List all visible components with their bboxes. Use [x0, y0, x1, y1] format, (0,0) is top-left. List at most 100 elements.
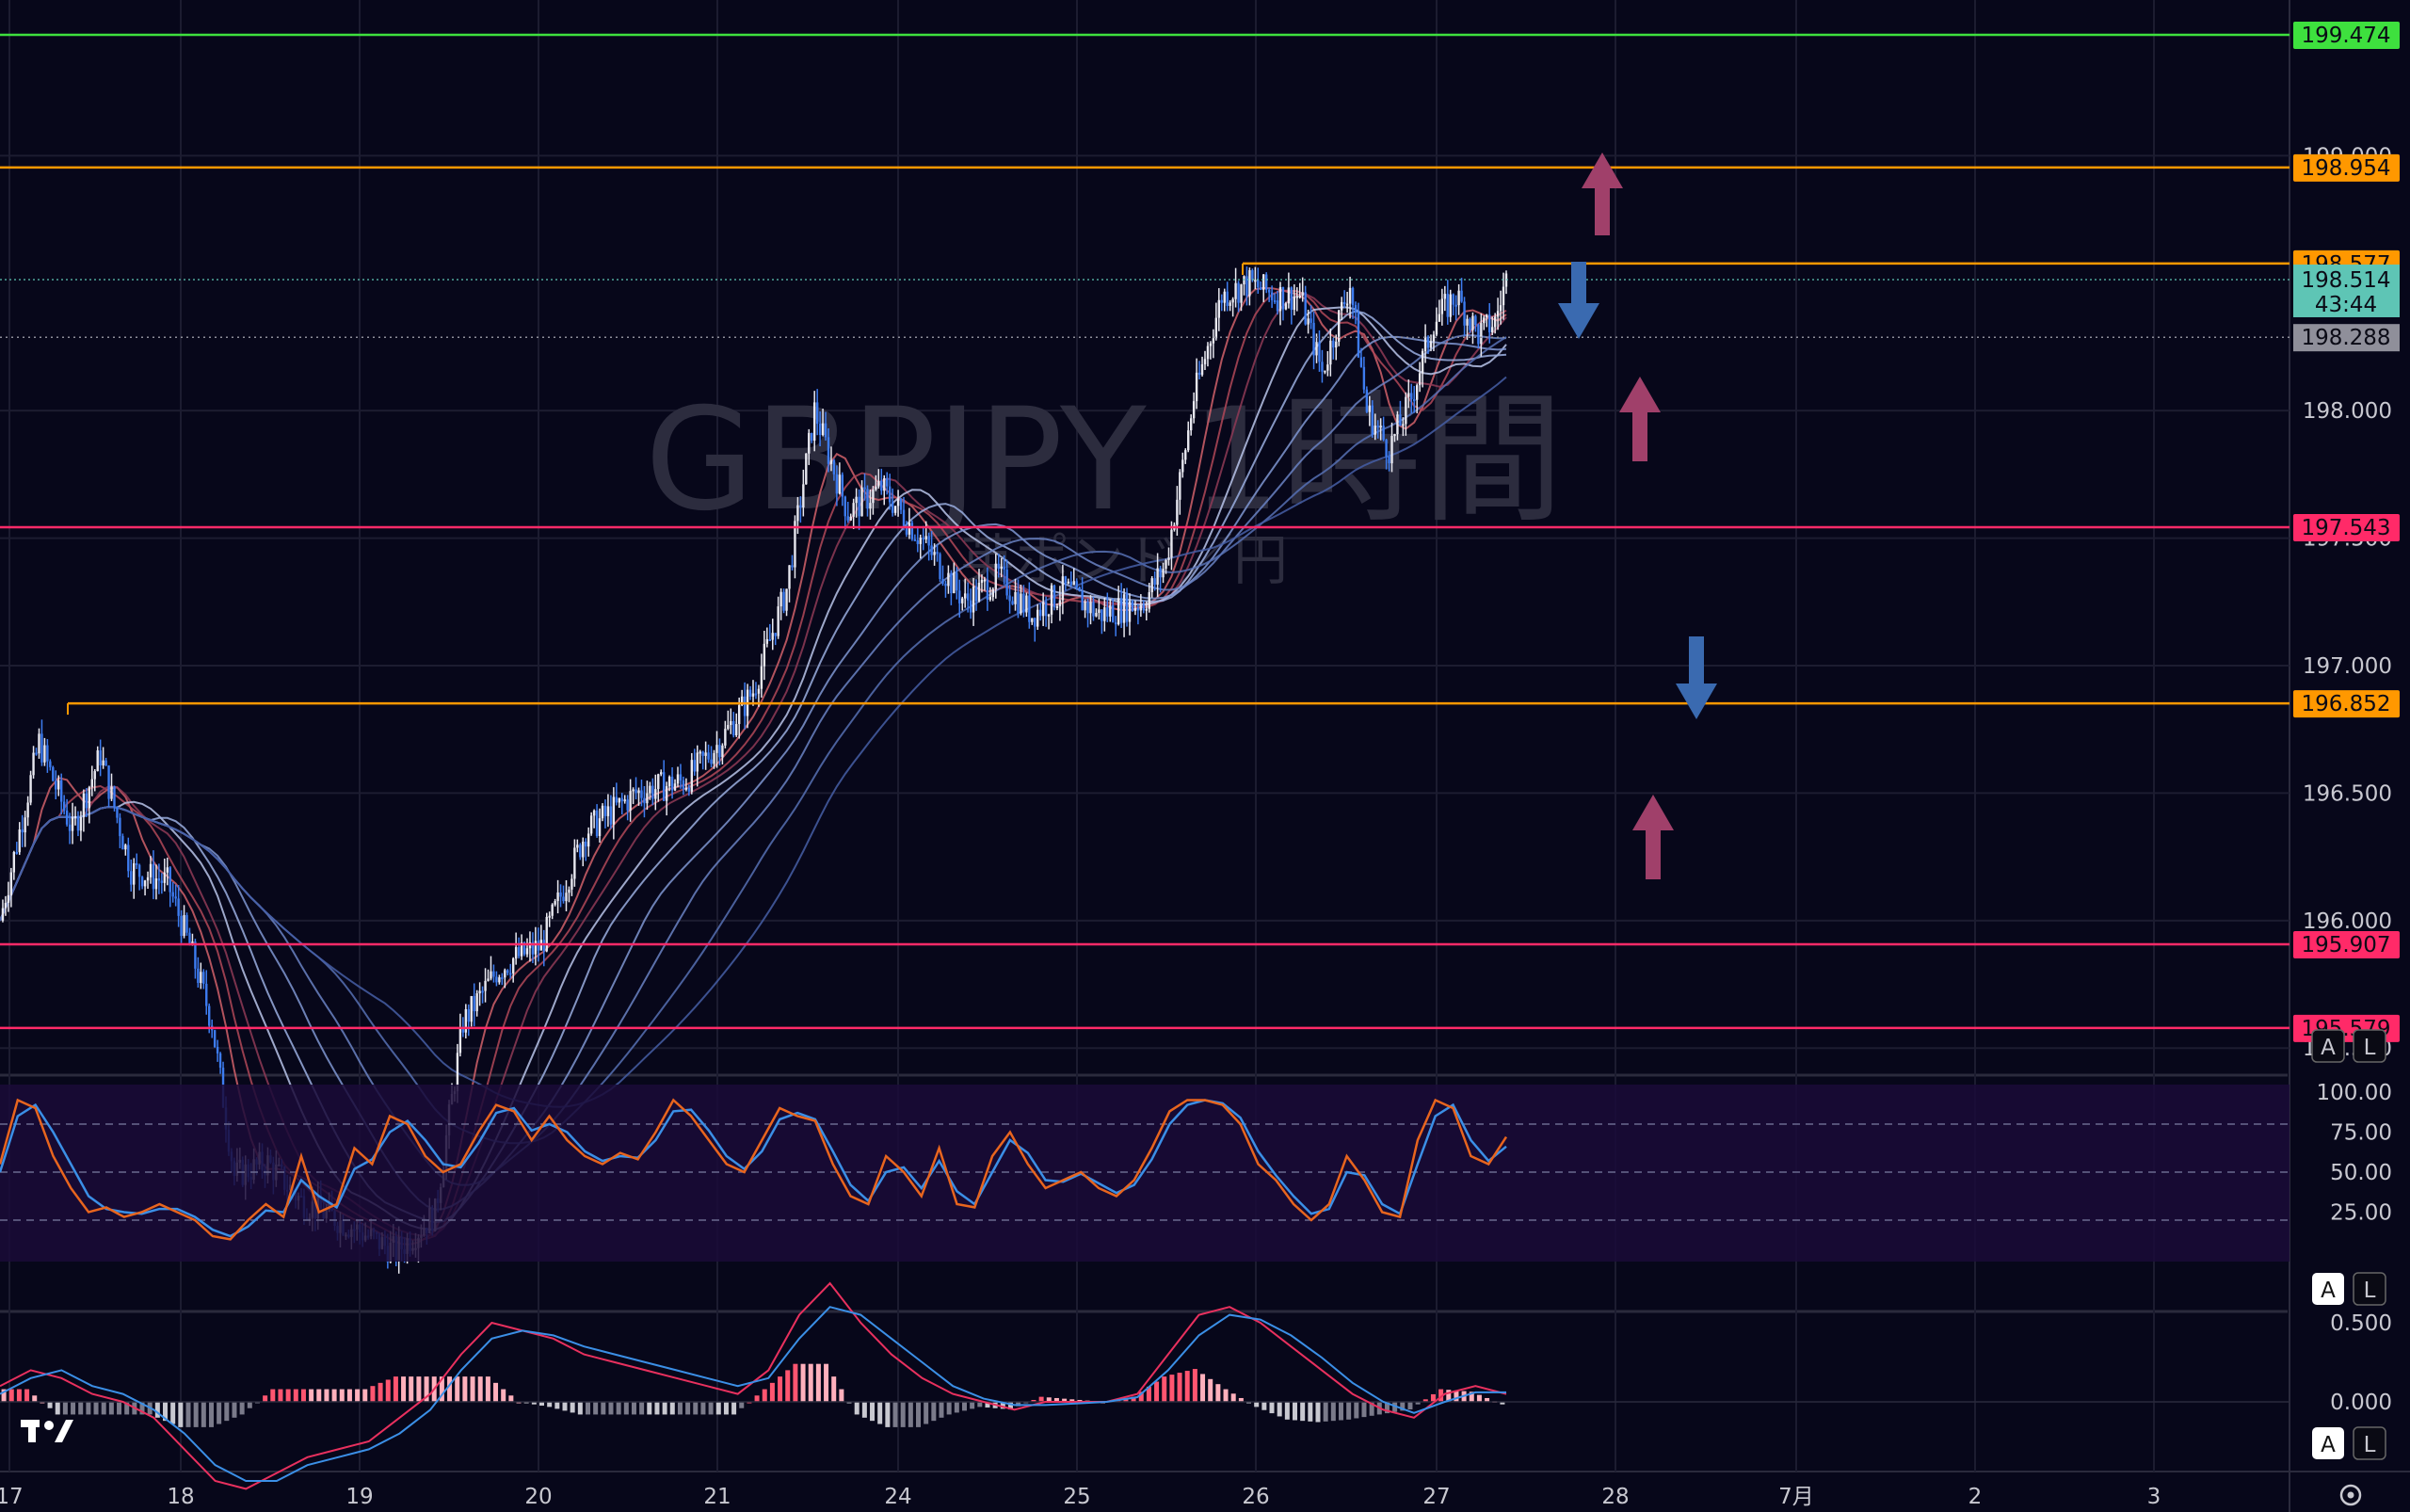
candle-body: [537, 941, 540, 951]
candle-body: [626, 799, 629, 811]
time-tick-label: 21: [703, 1485, 731, 1509]
candle-body: [49, 761, 52, 767]
macd-auto-button[interactable]: A: [2312, 1427, 2344, 1459]
macd-histogram-bar: [585, 1402, 590, 1415]
ma-line: [0, 293, 1507, 1237]
candle-body: [1463, 301, 1466, 326]
candle-body: [913, 539, 917, 541]
macd-histogram-bar: [1131, 1396, 1136, 1402]
candle-body: [808, 432, 811, 454]
tradingview-logo[interactable]: [21, 1420, 73, 1442]
macd-histogram-bar: [1346, 1402, 1352, 1420]
gear-icon[interactable]: [2339, 1484, 2362, 1506]
macd-histogram-bar: [331, 1389, 337, 1402]
logo-slash: [55, 1420, 73, 1442]
macd-histogram-bar: [1369, 1402, 1374, 1416]
candle-body: [38, 733, 40, 754]
candle-body: [997, 563, 1000, 570]
candle-body: [958, 590, 961, 603]
auto-scale-button[interactable]: A: [2311, 1029, 2345, 1063]
arrow-down-icon[interactable]: [1558, 262, 1599, 339]
macd-histogram-bar: [1407, 1402, 1413, 1410]
candle-body: [701, 751, 704, 756]
macd-histogram-bar: [539, 1402, 545, 1407]
macd-histogram-bar: [815, 1363, 821, 1402]
macd-histogram-bar: [1284, 1402, 1290, 1420]
gear-ring: [2339, 1484, 2362, 1506]
macd-histogram-bar: [785, 1370, 791, 1402]
macd-histogram-bar: [239, 1402, 245, 1415]
ma-line: [0, 310, 1507, 1224]
candle-body: [1390, 436, 1393, 464]
candle-body: [1293, 296, 1296, 311]
candle-body: [1438, 314, 1441, 322]
arrow-down-icon[interactable]: [1676, 636, 1717, 719]
candle-body: [936, 552, 939, 555]
candle-body: [902, 509, 906, 526]
macd-histogram-bar: [1007, 1402, 1013, 1410]
candle-body: [511, 958, 515, 973]
candle-body: [525, 948, 529, 955]
macd-histogram-bar: [193, 1402, 199, 1427]
candle-body: [799, 505, 802, 508]
log-scale-button[interactable]: L: [2353, 1029, 2386, 1063]
candle-body: [1267, 289, 1271, 293]
candle-body: [1290, 287, 1293, 311]
candle-body: [1315, 342, 1318, 356]
candle-body: [1488, 314, 1491, 332]
candle-body: [1148, 592, 1150, 609]
time-tick-label: 18: [167, 1485, 194, 1509]
candle-body: [811, 432, 813, 441]
candle-body: [953, 572, 956, 594]
candle-body: [1257, 280, 1260, 288]
stoch-log-button[interactable]: L: [2353, 1272, 2386, 1306]
macd-log-button[interactable]: L: [2353, 1426, 2386, 1460]
arrow-up-icon[interactable]: [1619, 377, 1661, 461]
candle-body: [554, 901, 556, 905]
macd-histogram-bar: [1308, 1402, 1313, 1422]
arrow-up-icon[interactable]: [1582, 153, 1623, 235]
macd-histogram-bar: [677, 1402, 683, 1415]
candle-body: [65, 810, 69, 825]
candle-body: [818, 424, 822, 436]
candle-body: [805, 453, 808, 485]
candle-body: [1254, 280, 1257, 282]
price-axis[interactable]: 199.000198.000197.500197.000196.500196.0…: [2293, 22, 2400, 1415]
candle-body: [1112, 605, 1115, 623]
macd-histogram-bar: [916, 1402, 922, 1427]
candle-body: [4, 903, 8, 909]
macd-histogram-bar: [531, 1402, 537, 1405]
macd-histogram-bar: [355, 1389, 361, 1402]
arrow-up-icon[interactable]: [1632, 795, 1674, 879]
candle-body: [29, 775, 32, 803]
macd-histogram-bar: [508, 1395, 514, 1402]
candle-body: [1095, 612, 1098, 617]
candle-body: [124, 844, 127, 850]
candle-body: [1119, 598, 1123, 623]
dotted-level-label: 198.288: [2301, 326, 2390, 350]
candle-body: [531, 941, 535, 955]
candle-body: [693, 760, 696, 772]
macd-histogram-bar: [339, 1389, 345, 1402]
macd-histogram-bar: [16, 1389, 22, 1402]
candle-body: [751, 693, 755, 697]
candle-body: [1, 908, 5, 921]
candle-body: [855, 496, 858, 504]
candle-body: [166, 867, 169, 873]
ma-line: [0, 289, 1507, 1242]
candle-body: [127, 844, 130, 872]
macd-histogram-bar: [362, 1389, 368, 1402]
candle-body: [1483, 317, 1486, 324]
arrow-shaft: [1595, 188, 1610, 235]
candle-body: [615, 796, 619, 803]
candle-body: [927, 536, 930, 546]
stoch-auto-button[interactable]: A: [2312, 1273, 2344, 1305]
candle-body: [576, 844, 579, 848]
macd-histogram-bar: [1361, 1402, 1367, 1418]
candle-body: [1405, 396, 1407, 425]
macd-histogram-bar: [647, 1402, 652, 1415]
candle-body: [1440, 298, 1444, 314]
time-axis[interactable]: 17 18 19 20 21 24 25 26 27 28 7月 2 3: [0, 1485, 2161, 1509]
macd-histogram-bar: [1192, 1369, 1197, 1402]
